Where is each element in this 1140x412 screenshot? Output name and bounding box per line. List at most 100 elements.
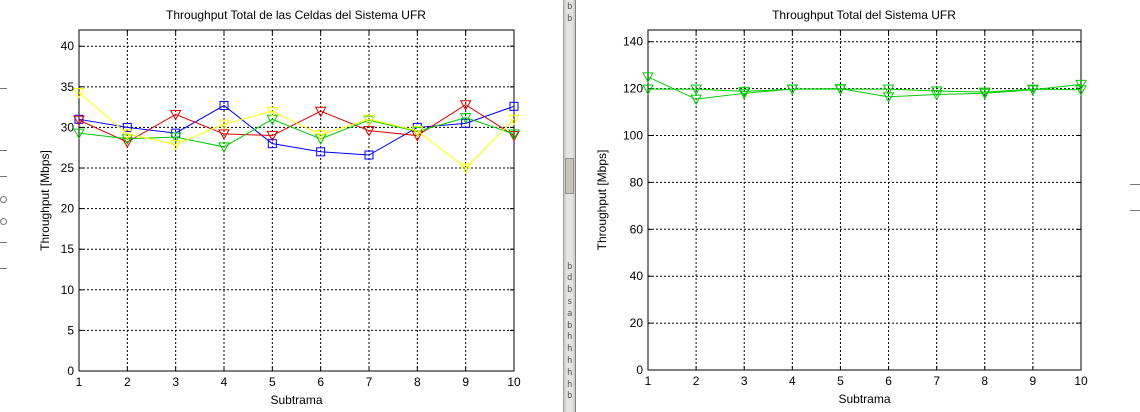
x-tick-label: 6	[317, 375, 324, 389]
series-2-marker	[459, 100, 472, 111]
x-tick-label: 5	[837, 374, 844, 388]
edge-tick	[0, 176, 7, 177]
y-tick-label: 25	[61, 161, 75, 175]
y-tick-label: 120	[623, 82, 643, 96]
series-1-line	[647, 76, 1082, 100]
series-1-marker	[122, 122, 132, 132]
series-2-marker	[978, 87, 991, 99]
series-1-marker	[509, 101, 519, 111]
y-tick-label: 80	[630, 175, 644, 189]
series-2-marker	[930, 86, 943, 97]
series-2-marker	[314, 106, 327, 118]
series-4-marker	[459, 163, 472, 175]
y-tick-label: 20	[630, 316, 644, 330]
x-tick-label: 10	[1074, 374, 1088, 388]
cell-throughput-chart: Throughput Total de las Celdas del Siste…	[38, 8, 521, 407]
series-1-marker	[461, 118, 471, 128]
scrollbar-glyph: b	[567, 391, 573, 402]
y-tick-label: 60	[630, 222, 644, 236]
y-tick-label: 140	[623, 35, 643, 49]
edge-tick	[0, 150, 7, 151]
x-tick-label: 8	[981, 374, 988, 388]
x-tick-label: 3	[741, 374, 748, 388]
series-3-marker	[218, 142, 230, 153]
chart-title: Throughput Total de las Celdas del Siste…	[166, 8, 426, 22]
y-tick-label: 0	[636, 363, 643, 377]
scrollbar-thumb[interactable]	[565, 158, 574, 194]
x-axis-label: Subtrama	[270, 393, 322, 407]
left-window-edge	[0, 0, 7, 412]
series-2-marker	[642, 84, 654, 96]
x-tick-label: 3	[172, 375, 179, 389]
y-tick-label: 40	[630, 269, 644, 283]
scrollbar-glyph: h	[567, 344, 573, 355]
series-2-marker	[508, 131, 520, 142]
scrollbar-track[interactable]	[566, 0, 573, 412]
y-tick-label: 0	[67, 364, 74, 378]
chart-title: Throughput Total del Sistema UFR	[772, 8, 956, 22]
series-2-marker	[169, 109, 182, 121]
edge-tick	[0, 88, 7, 89]
x-tick-label: 9	[462, 375, 469, 389]
series-2-marker	[266, 131, 279, 142]
y-tick-label: 40	[61, 39, 75, 53]
scrollbar-glyph: b	[567, 2, 573, 12]
edge-tick	[0, 242, 7, 243]
plot-area-frame	[78, 29, 515, 372]
edge-knob	[0, 218, 7, 225]
plot-area-frame	[647, 29, 1082, 371]
scrollbar-glyph: h	[567, 367, 573, 378]
x-tick-label: 10	[507, 375, 521, 389]
y-tick-label: 15	[61, 242, 75, 256]
series-2-marker	[786, 84, 799, 96]
scrollbar-glyph: b	[567, 285, 573, 296]
series-4-marker	[508, 114, 520, 126]
x-tick-label: 8	[414, 375, 421, 389]
edge-separator	[1130, 210, 1140, 211]
x-tick-label: 7	[366, 375, 373, 389]
series-3-marker	[459, 113, 472, 124]
x-tick-label: 5	[269, 375, 276, 389]
y-axis-label: Throughput [Mbps]	[38, 150, 52, 251]
x-tick-label: 2	[693, 374, 700, 388]
series-4-marker	[266, 106, 279, 118]
series-1-marker	[1075, 79, 1087, 91]
y-tick-label: 10	[61, 283, 75, 297]
series-1-marker	[316, 147, 326, 157]
series-1-marker	[738, 88, 751, 100]
series-3-marker	[73, 128, 85, 140]
edge-knob	[0, 196, 7, 203]
scrollbar-glyph: h	[567, 356, 573, 366]
series-1-marker	[364, 150, 374, 160]
y-tick-label: 5	[67, 323, 74, 337]
series-2-marker	[1027, 84, 1039, 96]
series-1-marker	[978, 88, 991, 100]
scrollbar-glyph: b	[567, 320, 573, 331]
system-throughput-chart: Throughput Total del Sistema UFR 1 2 3 4 5 6 7 8…	[595, 8, 1088, 406]
x-tick-label: 7	[933, 374, 940, 388]
scrollbar-glyph: s	[567, 297, 573, 307]
series-2-marker	[834, 84, 847, 96]
scrollbar-glyph: a	[567, 308, 573, 319]
left-figure-panel: Throughput Total de las Celdas del Siste…	[0, 0, 563, 412]
series-4-marker	[121, 129, 134, 140]
series-4-marker	[411, 126, 424, 137]
series-1-line	[78, 104, 515, 156]
series-1-marker	[642, 72, 654, 83]
series-4-marker	[169, 139, 182, 151]
x-tick-label: 2	[124, 375, 131, 389]
scrollbar-glyph: b	[567, 261, 573, 272]
series-4-line	[78, 92, 515, 169]
x-tick-label: 6	[885, 374, 892, 388]
y-tick-label: 100	[623, 129, 643, 143]
series-4-marker	[314, 130, 327, 141]
series-3-marker	[508, 129, 520, 140]
x-tick-label: 1	[645, 374, 652, 388]
series-1-marker	[882, 92, 895, 103]
x-tick-label: 4	[789, 374, 796, 388]
scrollbar-glyph: b	[567, 13, 573, 24]
series-3-marker	[121, 134, 134, 145]
scrollbar-glyph: d	[567, 273, 573, 284]
series-3-marker	[169, 132, 182, 144]
